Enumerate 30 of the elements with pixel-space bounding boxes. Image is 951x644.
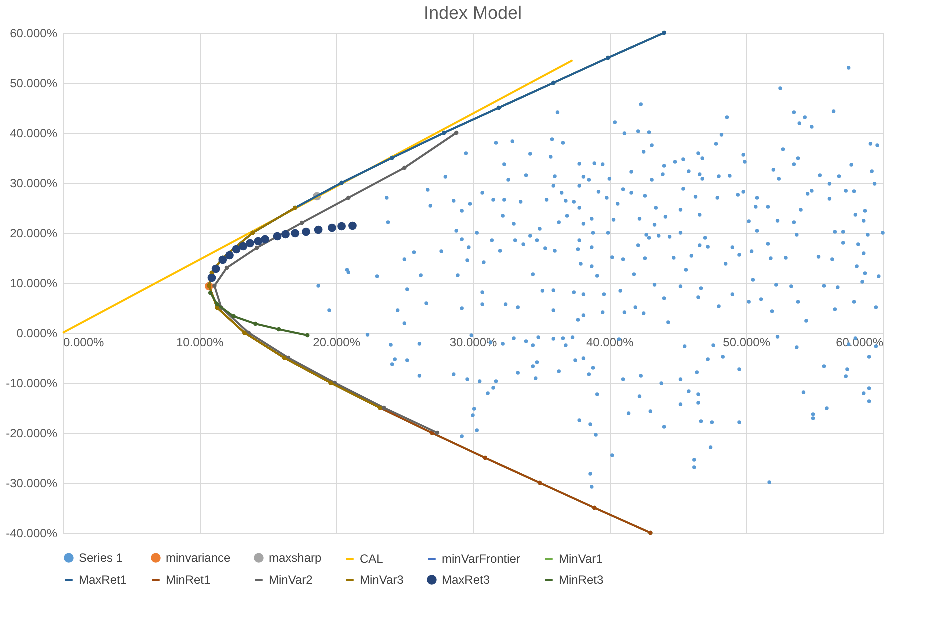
y-tick-label: 50.000%	[10, 76, 58, 90]
legend-label: MinRet1	[166, 573, 212, 587]
legend-label: MinVar2	[269, 573, 314, 587]
legend-label: MinVar1	[559, 552, 604, 566]
legend-label: minvariance	[166, 551, 232, 566]
legend-label: MaxRet1	[79, 573, 128, 587]
x-tick-label: 0.000%	[64, 336, 105, 350]
y-tick-label: -10.000%	[6, 376, 58, 390]
y-tick-label: 30.000%	[10, 176, 58, 190]
legend-label: MaxRet3	[442, 573, 490, 587]
legend-label: MinVar3	[360, 573, 404, 587]
x-tick-label: 40.000%	[586, 336, 634, 350]
legend-label: MinRet3	[559, 573, 604, 587]
legend-label: minVarFrontier	[442, 552, 520, 566]
x-tick-label: 10.000%	[176, 336, 224, 350]
y-tick-label: 0.000%	[16, 326, 58, 340]
y-tick-label: -40.000%	[6, 526, 58, 540]
y-tick-label: -20.000%	[6, 426, 58, 440]
x-tick-label: 50.000%	[723, 336, 771, 350]
y-tick-label: 60.000%	[10, 26, 58, 40]
legend-label: CAL	[360, 552, 384, 566]
x-tick-label: 20.000%	[313, 336, 361, 350]
y-tick-label: 20.000%	[10, 226, 58, 240]
x-tick-label: 30.000%	[450, 336, 498, 350]
y-tick-label: 10.000%	[10, 276, 58, 290]
legend-label: Series 1	[79, 551, 124, 566]
y-tick-label: 40.000%	[10, 126, 58, 140]
y-tick-label: -30.000%	[6, 476, 58, 490]
chart-title: Index Model	[424, 3, 522, 23]
legend-label: maxsharp	[269, 551, 322, 566]
